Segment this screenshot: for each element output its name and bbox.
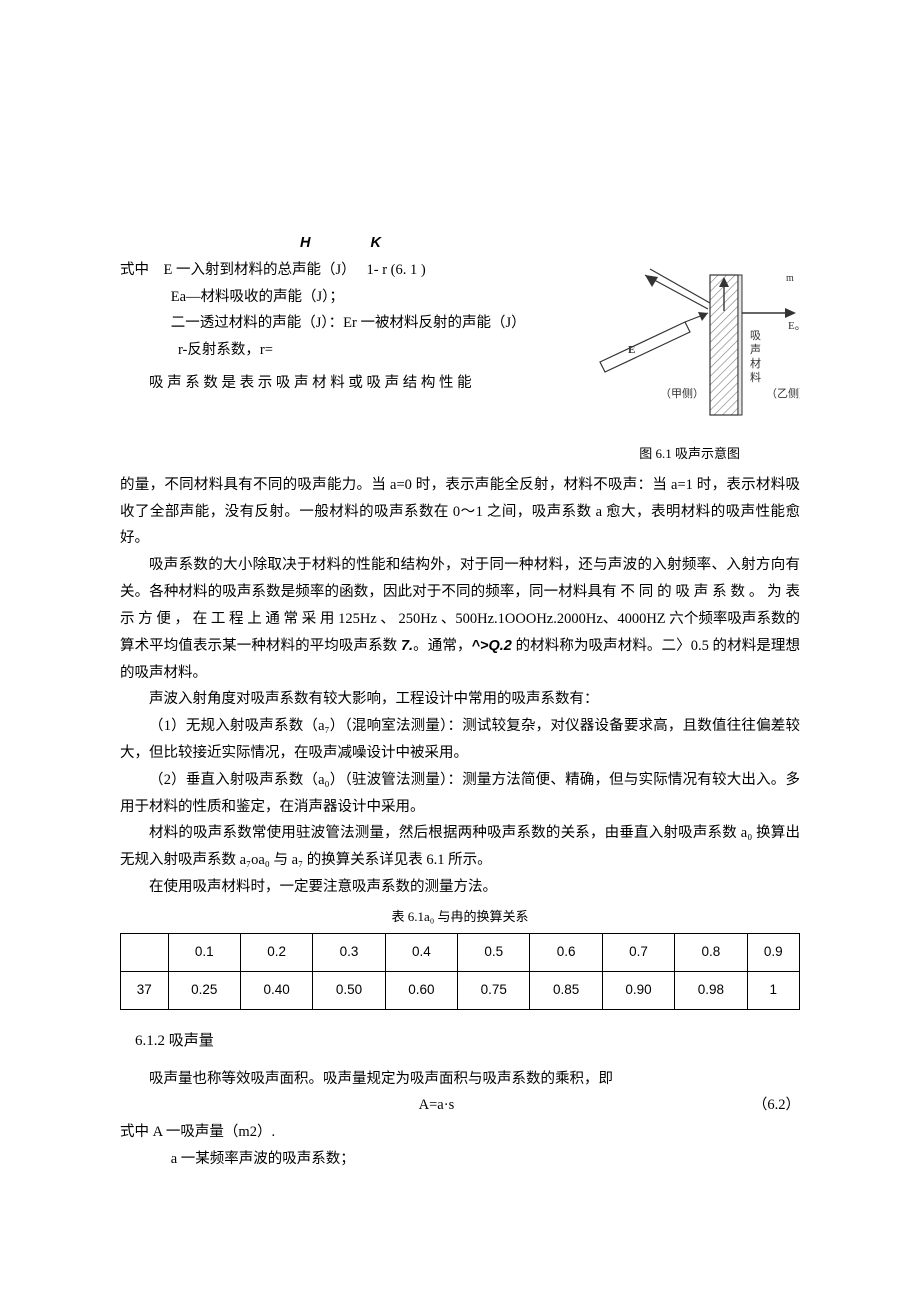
cell: 1	[747, 971, 799, 1009]
cell: 37	[121, 971, 169, 1009]
table-row: 0.1 0.2 0.3 0.4 0.5 0.6 0.7 0.8 0.9	[121, 933, 800, 971]
svg-text:声: 声	[750, 342, 761, 356]
cell: 0.3	[313, 933, 385, 971]
table-row: 37 0.25 0.40 0.50 0.60 0.75 0.85 0.90 0.…	[121, 971, 800, 1009]
inline-eq: 1- r (6. 1 )	[367, 262, 426, 278]
hk-symbols: HK	[120, 230, 800, 257]
para-2: 吸声系数的大小除取决于材料的性能和结构外，对于同一种材料，还与声波的入射频率、入…	[120, 552, 800, 686]
cell: 0.5	[458, 933, 530, 971]
def-E-text: 式中 E 一入射到材料的总声能（J）	[120, 262, 356, 278]
para-8: 吸声量也称等效吸声面积。吸声量规定为吸声面积与吸声系数的乘积，即	[120, 1066, 800, 1093]
cell: 0.50	[313, 971, 385, 1009]
formula-text: A=a·s	[419, 1097, 455, 1113]
figure-6-1: m E。 E 吸 声 材 料 （甲侧） （乙侧）	[590, 267, 800, 432]
cell: 0.2	[240, 933, 312, 971]
table-6-1: 0.1 0.2 0.3 0.4 0.5 0.6 0.7 0.8 0.9 37 0…	[120, 933, 800, 1010]
cell: 0.8	[675, 933, 747, 971]
svg-text:E。: E。	[788, 320, 800, 332]
para-3: 声波入射角度对吸声系数有较大影响，工程设计中常用的吸声系数有：	[120, 686, 800, 713]
formula-number: （6.2）	[753, 1092, 800, 1119]
para-5: （2）垂直入射吸声系数（a₀）（驻波管法测量）：测量方法简便、精确，但与实际情况…	[120, 767, 800, 821]
cell: 0.98	[675, 971, 747, 1009]
svg-text:吸: 吸	[750, 330, 761, 342]
svg-text:（乙侧）: （乙侧）	[766, 387, 800, 400]
cell: 0.75	[458, 971, 530, 1009]
para-2c: 。通常，	[413, 638, 471, 654]
formula-6-2: A=a·s （6.2）	[120, 1092, 800, 1119]
svg-text:（甲侧）: （甲侧）	[660, 387, 704, 400]
cell: 0.7	[602, 933, 674, 971]
para-7: 在使用吸声材料时，一定要注意吸声系数的测量方法。	[120, 874, 800, 901]
para-1: 的量，不同材料具有不同的吸声能力。当 a=0 时，表示声能全反射，材料不吸声：当…	[120, 472, 800, 552]
para-2d: ^>Q.2	[472, 638, 512, 654]
cell: 0.9	[747, 933, 799, 971]
para-6: 材料的吸声系数常使用驻波管法测量，然后根据两种吸声系数的关系，由垂直入射吸声系数…	[120, 820, 800, 874]
cell	[121, 933, 169, 971]
cell: 0.85	[530, 971, 602, 1009]
figure-caption: 图 6.1 吸声示意图	[120, 442, 800, 466]
cell: 0.60	[385, 971, 457, 1009]
para-4: （1）无规入射吸声系数（a₇）（混响室法测量）：测试较复杂，对仪器设备要求高，且…	[120, 713, 800, 767]
svg-text:料: 料	[750, 370, 761, 384]
table-caption: 表 6.1a₀ 与冉的换算关系	[120, 905, 800, 929]
section-6-1-2: 6.1.2 吸声量	[135, 1028, 800, 1056]
cell: 0.6	[530, 933, 602, 971]
cell: 0.90	[602, 971, 674, 1009]
svg-text:m: m	[786, 273, 794, 284]
para-2b: 7.	[401, 638, 413, 654]
def-A: 式中 A 一吸声量（m2）.	[120, 1119, 800, 1146]
def-a2: a 一某频率声波的吸声系数；	[120, 1146, 800, 1173]
cell: 0.40	[240, 971, 312, 1009]
cell: 0.4	[385, 933, 457, 971]
svg-text:E: E	[628, 344, 635, 356]
svg-text:材: 材	[750, 356, 761, 370]
cell: 0.25	[168, 971, 240, 1009]
cell: 0.1	[168, 933, 240, 971]
